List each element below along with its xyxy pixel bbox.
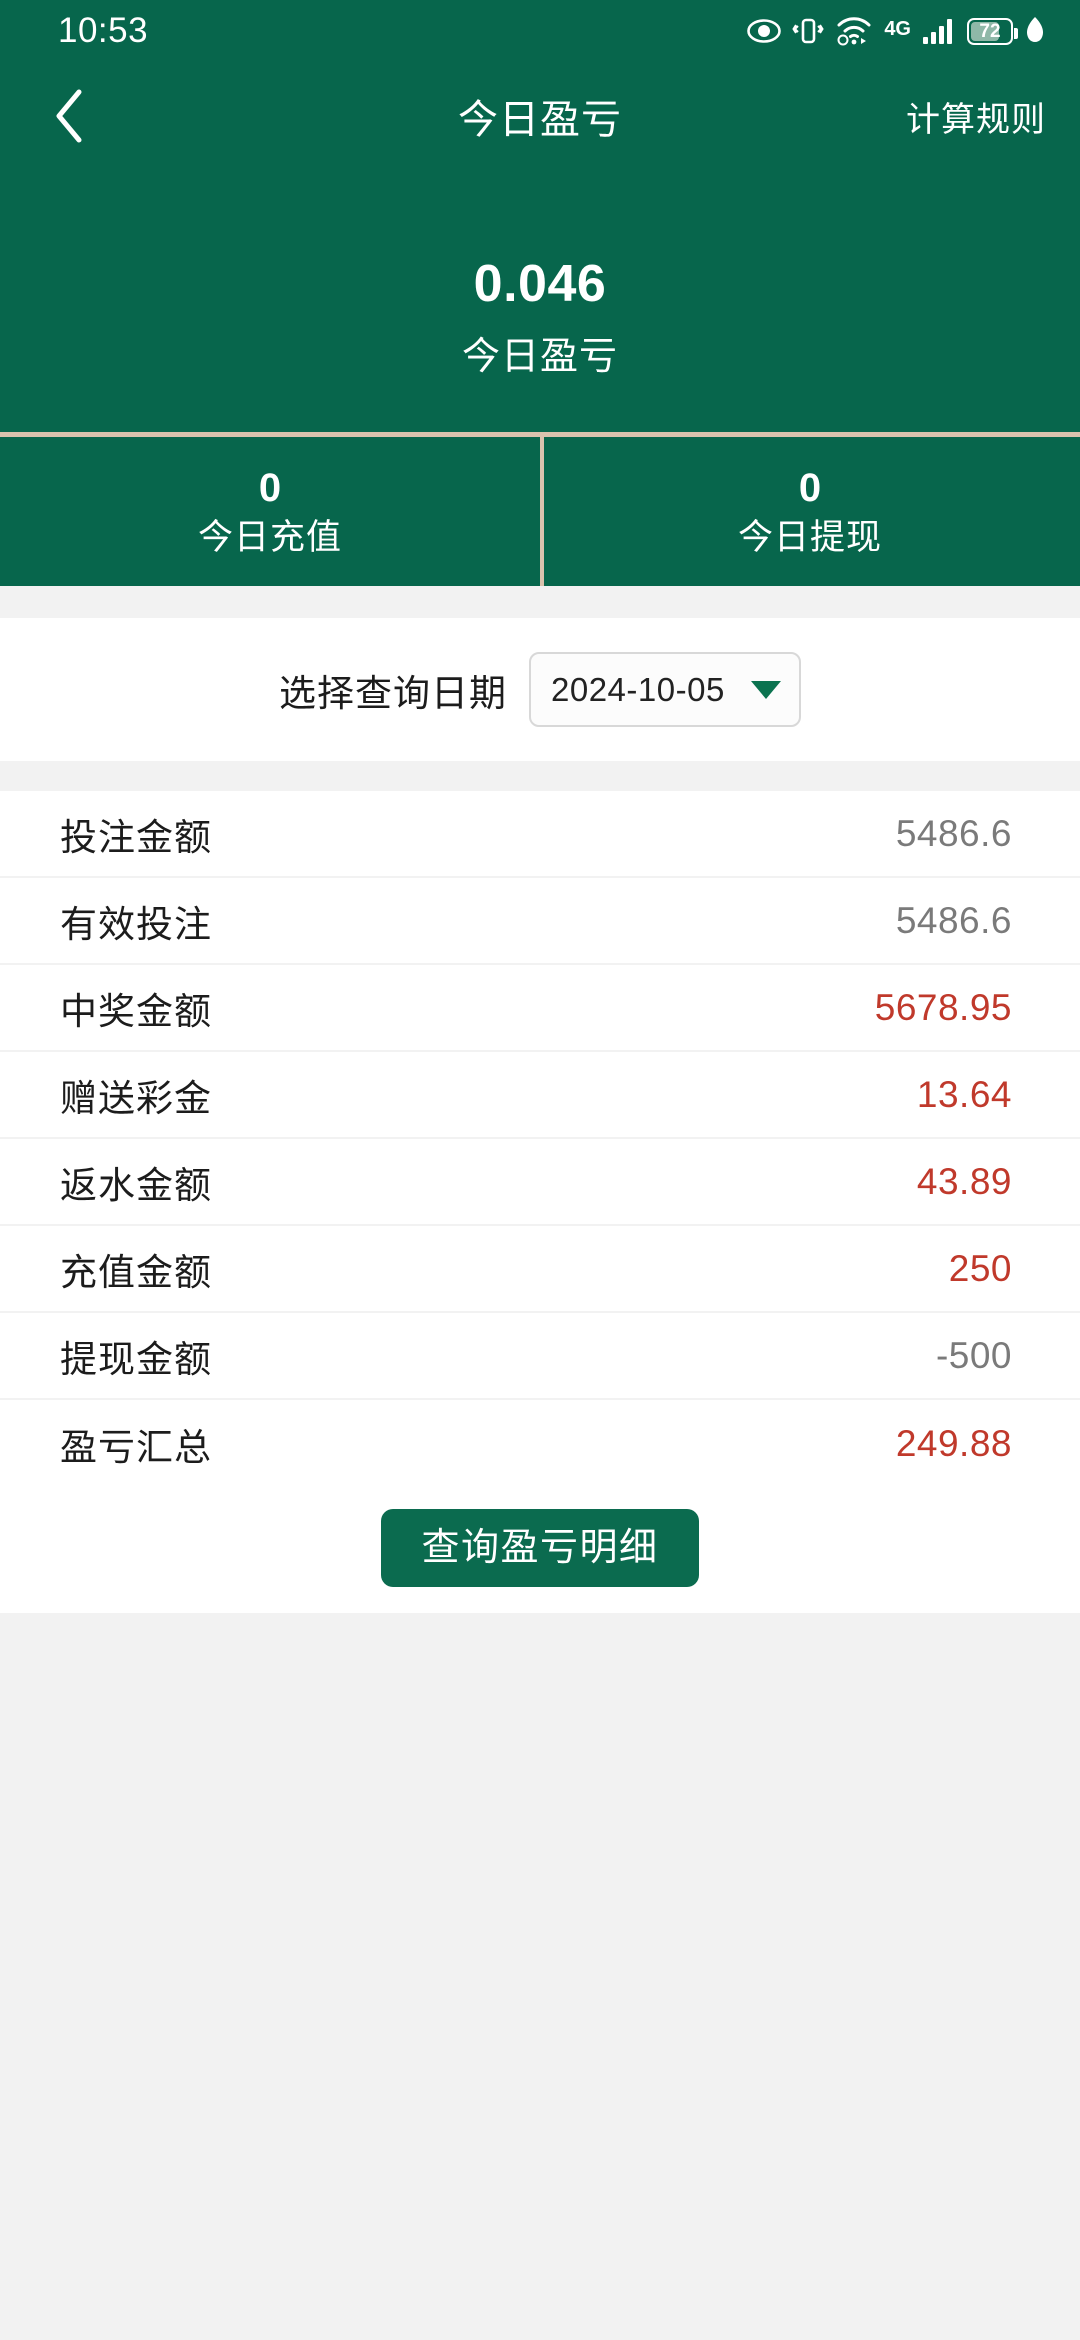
row-label: 赠送彩金 bbox=[60, 1077, 212, 1119]
table-row: 返水金额 43.89 bbox=[0, 1139, 1080, 1227]
table-row: 投注金额 5486.6 bbox=[0, 791, 1080, 879]
row-label: 返水金额 bbox=[60, 1164, 212, 1206]
calculation-rules-link[interactable]: 计算规则 bbox=[906, 100, 1046, 139]
row-label: 有效投注 bbox=[60, 903, 212, 945]
leaf-icon bbox=[1024, 16, 1046, 46]
section-gap bbox=[0, 586, 1080, 619]
vibrate-icon bbox=[792, 16, 824, 46]
stat-value: 0 bbox=[798, 466, 822, 511]
profit-detail-list: 投注金额 5486.6 有效投注 5486.6 中奖金额 5678.95 赠送彩… bbox=[0, 791, 1080, 1488]
row-label: 投注金额 bbox=[60, 816, 212, 858]
status-time: 10:53 bbox=[58, 11, 149, 50]
battery-icon: 72 bbox=[967, 17, 1018, 45]
row-value: 43.89 bbox=[916, 1160, 1012, 1202]
row-label: 充值金额 bbox=[60, 1251, 212, 1293]
hero-stats: 0 今日充值 0 今日提现 bbox=[0, 437, 1080, 587]
stat-value: 0 bbox=[258, 466, 282, 511]
stat-label: 今日提现 bbox=[737, 518, 882, 558]
date-select-value: 2024-10-05 bbox=[551, 670, 725, 708]
row-label: 提现金额 bbox=[60, 1338, 212, 1380]
network-4g-icon: 4G bbox=[884, 18, 911, 40]
battery-percent: 72 bbox=[979, 20, 1001, 42]
stat-label: 今日充值 bbox=[197, 518, 342, 558]
table-row: 有效投注 5486.6 bbox=[0, 878, 1080, 966]
table-row: 赠送彩金 13.64 bbox=[0, 1052, 1080, 1140]
query-profit-detail-button[interactable]: 查询盈亏明细 bbox=[381, 1509, 699, 1588]
battery-fill bbox=[971, 21, 999, 41]
row-label: 中奖金额 bbox=[60, 990, 212, 1032]
date-filter-panel: 选择查询日期 2024-10-05 bbox=[0, 618, 1080, 762]
status-icon-group: 4G 72 bbox=[747, 16, 1046, 46]
status-bar: 10:53 4G bbox=[0, 0, 1080, 62]
stat-today-deposit: 0 今日充值 bbox=[0, 437, 540, 586]
table-row: 盈亏汇总 249.88 bbox=[0, 1400, 1080, 1487]
footer-action-area: 查询盈亏明细 bbox=[0, 1487, 1080, 1614]
table-row: 中奖金额 5678.95 bbox=[0, 965, 1080, 1053]
row-value: 5486.6 bbox=[895, 812, 1012, 854]
row-label: 盈亏汇总 bbox=[60, 1426, 212, 1468]
row-value: 13.64 bbox=[916, 1073, 1012, 1115]
stat-today-withdraw: 0 今日提现 bbox=[540, 437, 1080, 587]
section-gap bbox=[0, 761, 1080, 792]
hero-divider bbox=[0, 432, 1080, 438]
signal-bars-icon bbox=[922, 17, 956, 45]
hero-summary: 0.046 今日盈亏 bbox=[0, 170, 1080, 433]
row-value: 5678.95 bbox=[874, 986, 1012, 1028]
chevron-left-icon[interactable] bbox=[34, 81, 104, 151]
eye-icon bbox=[747, 18, 782, 44]
today-profit-label: 今日盈亏 bbox=[461, 336, 618, 379]
wifi-hotspot-icon bbox=[835, 16, 873, 46]
page-filler bbox=[0, 1613, 1080, 2340]
row-value: 250 bbox=[948, 1247, 1012, 1289]
row-value: 249.88 bbox=[895, 1422, 1012, 1464]
chevron-down-icon bbox=[751, 680, 781, 699]
date-select[interactable]: 2024-10-05 bbox=[529, 652, 801, 728]
table-row: 充值金额 250 bbox=[0, 1226, 1080, 1314]
date-filter-label: 选择查询日期 bbox=[279, 672, 507, 714]
navigation-bar: 今日盈亏 计算规则 bbox=[0, 62, 1080, 170]
row-value: 5486.6 bbox=[895, 899, 1012, 941]
row-value: -500 bbox=[935, 1334, 1012, 1376]
today-profit-value: 0.046 bbox=[473, 255, 607, 313]
table-row: 提现金额 -500 bbox=[0, 1313, 1080, 1401]
